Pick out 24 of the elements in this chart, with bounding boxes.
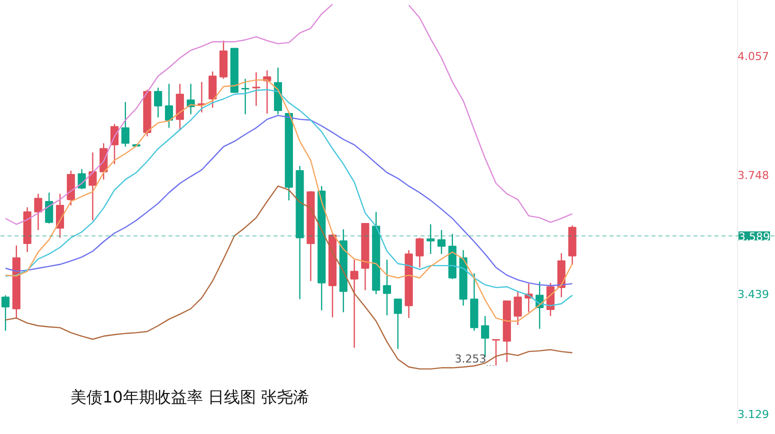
candlestick [382, 259, 392, 316]
y-tick-label: 3.439 [738, 288, 769, 302]
candlestick [208, 70, 217, 108]
candlestick [164, 83, 174, 128]
candlestick [34, 193, 42, 231]
y-tick-label: 3.748 [738, 169, 769, 182]
candlestick [350, 259, 358, 348]
candlestick [426, 224, 435, 255]
candlestick [492, 339, 500, 366]
candlestick [154, 87, 162, 118]
ref-line-label: 3.589 [738, 230, 770, 244]
candlestick [394, 298, 402, 350]
candlestick [1, 294, 10, 332]
y-tick-label: 3.129 [738, 408, 769, 421]
text: 美债10年期收益率 日线图 张尧浠 [70, 388, 310, 406]
candlestick [416, 237, 424, 268]
candlestick [45, 192, 54, 224]
y-tick-label: 4.057 [738, 50, 769, 63]
candlestick [241, 78, 250, 115]
candlestick [514, 290, 522, 326]
candlestick [437, 229, 446, 255]
line-series [4, 185, 573, 370]
annotation: 3.253 [454, 352, 486, 366]
candlestick [121, 101, 130, 148]
